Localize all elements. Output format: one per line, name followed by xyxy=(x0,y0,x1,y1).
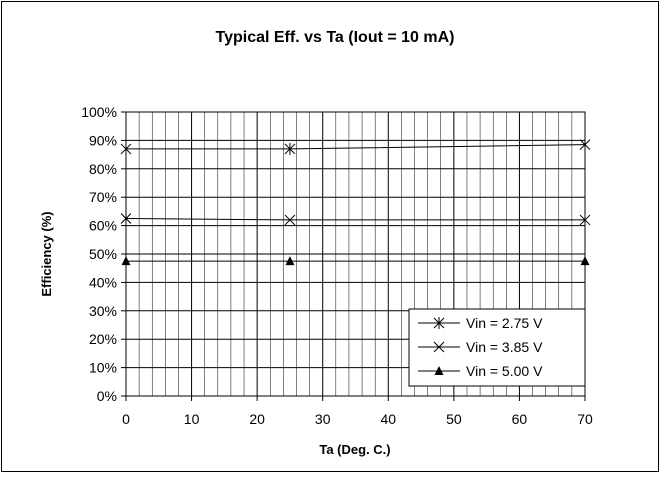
y-tick-label: 90% xyxy=(89,132,117,148)
y-tick-label: 50% xyxy=(89,246,117,262)
y-tick-label: 80% xyxy=(89,161,117,177)
x-tick-label: 20 xyxy=(249,411,265,427)
data-point-marker xyxy=(579,214,591,226)
data-point-marker xyxy=(434,366,444,375)
y-tick-label: 30% xyxy=(89,303,117,319)
data-point-marker xyxy=(433,317,445,329)
series-layer xyxy=(120,138,591,266)
data-point-marker xyxy=(284,142,296,155)
x-axis-label: Ta (Deg. C.) xyxy=(319,442,390,457)
data-point-marker xyxy=(284,214,296,226)
x-tick-label: 30 xyxy=(315,411,331,427)
chart-title: Typical Eff. vs Ta (Iout = 10 mA) xyxy=(215,29,454,46)
data-point-marker xyxy=(121,256,131,266)
legend-entry: Vin = 3.85 V xyxy=(418,339,543,355)
legend-label: Vin = 5.00 V xyxy=(466,363,543,379)
y-tick-label: 60% xyxy=(89,218,117,234)
data-point-marker xyxy=(579,138,591,151)
x-axis-ticks: 0 10 20 30 40 50 60 70 xyxy=(122,396,593,427)
x-tick-label: 60 xyxy=(512,411,528,427)
x-tick-label: 70 xyxy=(577,411,593,427)
y-tick-label: 10% xyxy=(89,360,117,376)
y-tick-label: 100% xyxy=(81,104,117,120)
x-tick-label: 50 xyxy=(446,411,462,427)
series-star xyxy=(120,138,591,155)
data-point-marker xyxy=(120,142,132,155)
y-axis-label: Efficiency (%) xyxy=(39,211,54,296)
data-point-marker xyxy=(285,256,295,266)
x-tick-label: 10 xyxy=(184,411,200,427)
series-x xyxy=(120,213,591,226)
y-tick-label: 40% xyxy=(89,274,117,290)
legend-label: Vin = 3.85 V xyxy=(466,339,543,355)
x-tick-label: 0 xyxy=(122,411,130,427)
y-tick-label: 0% xyxy=(97,388,117,404)
series-triangle xyxy=(121,256,590,266)
y-tick-label: 70% xyxy=(89,189,117,205)
x-tick-label: 40 xyxy=(380,411,396,427)
y-tick-label: 20% xyxy=(89,331,117,347)
chart-frame xyxy=(1,1,659,472)
data-point-marker xyxy=(120,213,132,224)
legend-label: Vin = 2.75 V xyxy=(466,315,543,331)
data-point-marker xyxy=(580,256,590,266)
legend: Vin = 2.75 V Vin = 3.85 V Vin = 5.00 V xyxy=(408,308,586,387)
legend-entry: Vin = 5.00 V xyxy=(418,363,543,379)
data-point-marker xyxy=(433,341,445,353)
legend-entry: Vin = 2.75 V xyxy=(418,315,543,331)
y-axis-ticks: 0% 10% 20% 30% 40% 50% 60% 70% 80% 90% 100% xyxy=(81,104,126,404)
